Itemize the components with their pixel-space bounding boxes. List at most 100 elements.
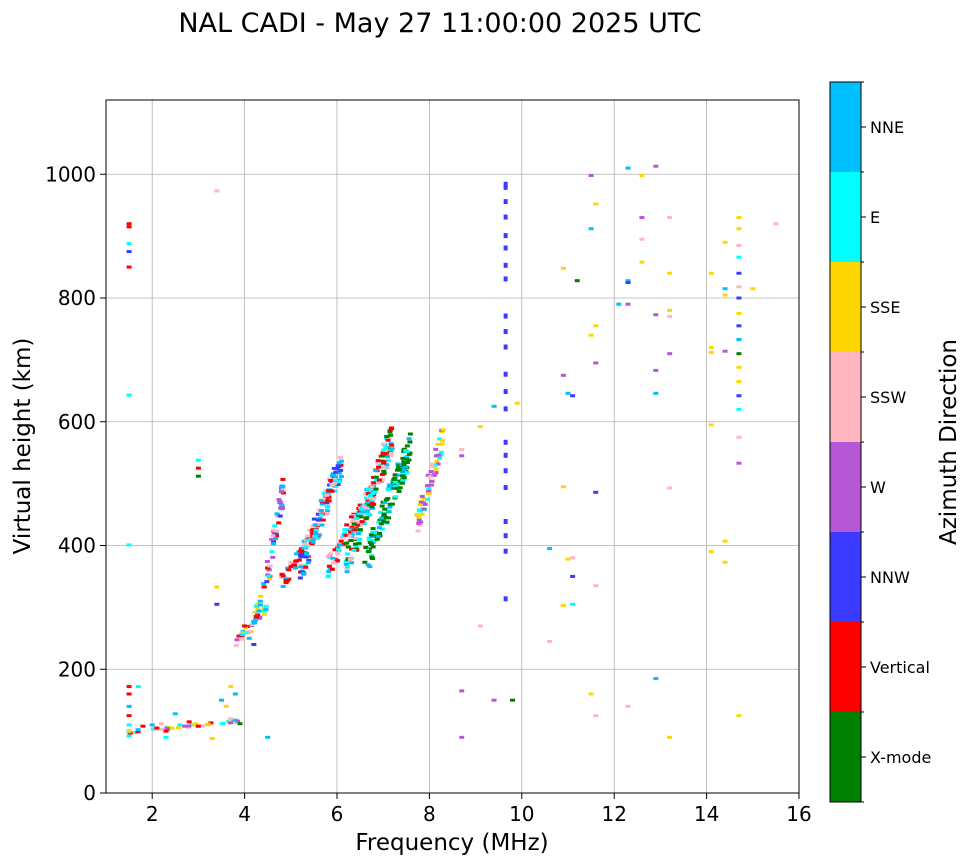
echo-point xyxy=(367,494,373,498)
echo-point xyxy=(252,610,258,614)
echo-point xyxy=(310,540,316,544)
echo-point xyxy=(361,505,367,509)
echo-point xyxy=(392,480,398,484)
echo-point xyxy=(388,442,394,446)
echo-point xyxy=(400,456,406,460)
echo-point xyxy=(305,561,311,565)
echo-point xyxy=(325,489,331,493)
echo-point xyxy=(625,302,631,306)
echo-point xyxy=(326,495,332,499)
echo-point xyxy=(318,509,324,513)
echo-point xyxy=(351,522,357,526)
colorbar-label: Azimuth Direction xyxy=(936,339,962,545)
echo-point xyxy=(163,735,169,739)
echo-point xyxy=(364,509,370,513)
echo-point xyxy=(503,406,508,412)
echo-point xyxy=(328,478,334,482)
echo-point xyxy=(387,430,393,434)
echo-point xyxy=(272,524,278,528)
echo-point xyxy=(276,521,282,525)
echo-point xyxy=(265,566,271,570)
echo-point xyxy=(278,490,284,494)
echo-point xyxy=(510,698,516,702)
echo-point xyxy=(283,581,289,585)
echo-point xyxy=(371,475,377,479)
echo-point xyxy=(428,470,434,474)
echo-point xyxy=(394,486,400,490)
echo-point xyxy=(288,565,294,569)
echo-point xyxy=(380,518,386,522)
echo-point xyxy=(343,559,349,563)
echo-point xyxy=(570,574,576,578)
echo-point xyxy=(274,514,280,518)
echo-point xyxy=(219,722,225,726)
echo-point xyxy=(369,506,375,510)
colorbar-swatch-sse xyxy=(830,262,861,352)
echo-point xyxy=(427,475,433,479)
echo-point xyxy=(433,447,439,451)
echo-point xyxy=(357,523,363,527)
echo-point xyxy=(385,488,391,492)
echo-point xyxy=(371,497,377,501)
echo-point xyxy=(367,547,373,551)
echo-point xyxy=(357,529,363,533)
echo-point xyxy=(368,543,374,547)
echo-point xyxy=(401,463,407,467)
echo-point xyxy=(266,574,272,578)
echo-point xyxy=(377,518,383,522)
echo-point xyxy=(418,520,424,524)
echo-point xyxy=(251,643,257,646)
echo-point xyxy=(273,534,279,538)
echo-point xyxy=(368,533,374,537)
echo-point xyxy=(342,528,348,532)
echo-point xyxy=(356,541,362,545)
echo-point xyxy=(437,456,443,460)
echo-point xyxy=(653,164,659,168)
echo-point xyxy=(625,166,631,170)
echo-point xyxy=(190,723,196,727)
echo-point xyxy=(379,477,385,481)
echo-point xyxy=(266,577,272,581)
colorbar-swatch-nne xyxy=(830,82,861,172)
echo-point xyxy=(382,507,388,511)
echo-point xyxy=(313,528,319,532)
echo-point xyxy=(325,574,331,578)
echo-point xyxy=(347,534,353,538)
echo-point xyxy=(341,533,347,537)
echo-point xyxy=(503,245,508,251)
echo-point xyxy=(223,704,229,708)
echo-point xyxy=(370,540,376,544)
echo-point xyxy=(277,501,283,505)
echo-point xyxy=(266,568,272,572)
echo-point xyxy=(399,466,405,470)
colorbar-swatch-ssw xyxy=(830,352,861,442)
echo-point xyxy=(708,423,714,427)
echo-point xyxy=(357,503,363,507)
echo-point xyxy=(126,723,132,727)
echo-point xyxy=(126,734,132,738)
echo-point xyxy=(336,461,342,465)
echo-point xyxy=(366,496,372,500)
echo-point xyxy=(736,255,742,259)
echo-point xyxy=(653,313,659,317)
echo-point xyxy=(371,481,377,485)
echo-point xyxy=(331,561,337,565)
echo-point xyxy=(336,549,342,553)
echo-point xyxy=(303,552,309,556)
echo-point xyxy=(360,511,366,515)
echo-point xyxy=(422,502,428,506)
echo-point xyxy=(366,491,372,495)
echo-point xyxy=(335,547,341,551)
echo-point xyxy=(389,447,395,451)
echo-point xyxy=(404,471,410,475)
echo-point xyxy=(333,485,339,489)
echo-point xyxy=(736,296,742,300)
echo-point xyxy=(503,199,508,205)
colorbar-label-sse: SSE xyxy=(870,298,900,317)
echo-point xyxy=(369,485,375,489)
echo-point xyxy=(503,313,508,319)
echo-point xyxy=(639,260,645,264)
echo-point xyxy=(570,394,576,398)
chart-title: NAL CADI - May 27 11:00:00 2025 UTC xyxy=(178,8,701,39)
echo-point xyxy=(736,285,742,289)
